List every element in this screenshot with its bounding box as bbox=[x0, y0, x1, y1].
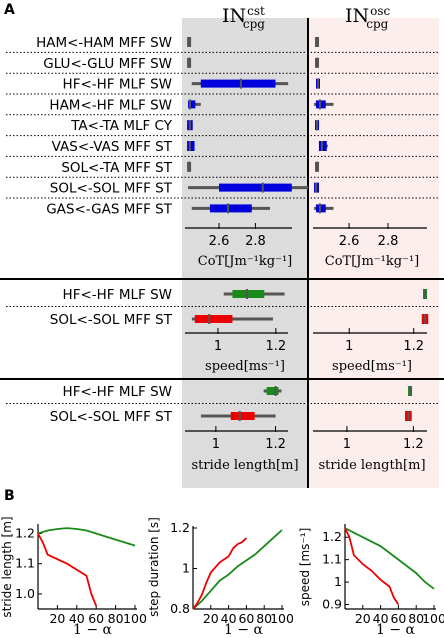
row-label: SOL<-TA MFF ST bbox=[61, 160, 172, 176]
col2-title-sub: cpg bbox=[366, 17, 388, 31]
left-x-tick-label: 1 bbox=[212, 437, 220, 452]
x-tick-label: 60 bbox=[390, 611, 406, 626]
y-tick-label: 1.1 bbox=[15, 556, 35, 571]
row-label: TA<-TA MLF CY bbox=[70, 118, 173, 134]
left-x-axis-label: CoT[Jm⁻¹kg⁻¹] bbox=[198, 254, 292, 269]
left-x-tick-label: 1.2 bbox=[265, 437, 286, 452]
left-box bbox=[209, 204, 252, 213]
right-column-background bbox=[308, 18, 439, 488]
right-x-axis-label: CoT[Jm⁻¹kg⁻¹] bbox=[325, 254, 419, 269]
row-label: GAS<-GAS MFF ST bbox=[46, 201, 173, 217]
x-axis-label: 1 − α bbox=[224, 622, 264, 638]
row-label: SOL<-SOL MFF ST bbox=[50, 312, 173, 328]
right-x-axis-label: stride length[m] bbox=[318, 458, 425, 473]
x-tick-label: 40 bbox=[373, 611, 389, 626]
panel-a-letter: A bbox=[4, 2, 15, 18]
x-tick-label: 60 bbox=[238, 611, 254, 626]
x-tick-label: 100 bbox=[123, 611, 147, 626]
x-tick-label: 20 bbox=[355, 611, 371, 626]
series-line-0 bbox=[192, 529, 283, 610]
series-line-0 bbox=[37, 527, 136, 547]
y-tick-label: 1.1 bbox=[322, 552, 342, 567]
boxplot-group-1: HF<-HF MLF SW SOL<-SOL MFF ST 1 1.2 speed[ms… bbox=[6, 287, 438, 374]
y-tick-label: 1.0 bbox=[15, 586, 35, 601]
left-box bbox=[219, 183, 292, 192]
right-x-tick-label: 2.8 bbox=[378, 234, 399, 249]
y-tick-label: 1.2 bbox=[15, 526, 35, 541]
x-tick-label: 60 bbox=[88, 611, 104, 626]
boxplot-group-2: HF<-HF MLF SW SOL<-SOL MFF ST 1 1.2 stride l… bbox=[6, 384, 438, 473]
x-tick-label: 20 bbox=[49, 611, 65, 626]
x-tick-label: 100 bbox=[422, 611, 444, 626]
left-x-tick-label: 1 bbox=[214, 339, 222, 354]
x-tick-label: 40 bbox=[69, 611, 85, 626]
y-tick-label: 1 bbox=[182, 561, 190, 576]
col2-title: INosc cpg bbox=[345, 4, 391, 31]
left-x-axis-label: speed[ms⁻¹] bbox=[205, 359, 285, 374]
series-line-0 bbox=[344, 527, 435, 590]
right-x-tick-label: 1 bbox=[345, 339, 353, 354]
right-x-tick-label: 1.2 bbox=[403, 437, 424, 452]
x-axis-label: 1 − α bbox=[376, 622, 416, 638]
row-label: HF<-HF MLF SW bbox=[63, 77, 172, 93]
y-tick-label: 0.8 bbox=[170, 601, 190, 616]
x-tick-label: 80 bbox=[408, 611, 424, 626]
y-tick-label: 0.9 bbox=[322, 597, 342, 612]
y-tick-label: 1.2 bbox=[170, 520, 190, 535]
left-x-tick-label: 2.8 bbox=[245, 234, 266, 249]
col1-title-main: IN bbox=[222, 5, 246, 27]
series-line-1 bbox=[37, 533, 98, 607]
row-label: HAM<-HF MLF SW bbox=[49, 97, 172, 113]
x-axis-label: 1 − α bbox=[73, 622, 113, 638]
row-label: GLU<-GLU MFF SW bbox=[43, 56, 172, 72]
col2-title-main: IN bbox=[345, 5, 369, 27]
right-x-axis-label: speed[ms⁻¹] bbox=[332, 359, 412, 374]
left-box bbox=[200, 79, 276, 88]
row-label: VAS<-VAS MFF ST bbox=[52, 139, 173, 155]
x-tick-label: 40 bbox=[221, 611, 237, 626]
series-line-1 bbox=[192, 537, 248, 610]
y-tick-label: 1 bbox=[334, 574, 342, 589]
x-tick-label: 100 bbox=[270, 611, 294, 626]
panel-b-letter: B bbox=[4, 488, 15, 504]
left-box bbox=[232, 290, 265, 298]
y-tick-label: 1.2 bbox=[322, 529, 342, 544]
y-axis-label: speed [ms⁻¹] bbox=[298, 528, 312, 607]
left-box bbox=[188, 100, 196, 109]
left-x-axis-label: stride length[m] bbox=[191, 458, 298, 473]
right-x-tick-label: 2.6 bbox=[339, 234, 360, 249]
left-box bbox=[230, 412, 255, 420]
row-label: HAM<-HAM MFF SW bbox=[36, 35, 172, 51]
row-label: SOL<-SOL MFF ST bbox=[50, 409, 173, 425]
col2-title-sup: osc bbox=[370, 4, 390, 18]
x-tick-label: 80 bbox=[108, 611, 124, 626]
left-box bbox=[266, 387, 279, 395]
left-box bbox=[194, 315, 233, 323]
line-plot-1: 20 40 60 80 100 1.0 1.1 1.2 1 − α stride length [… bbox=[0, 516, 147, 638]
boxplot-group-0: HAM<-HAM MFF SW GLU<-GLU MFF SW HF<-HF MLF… bbox=[6, 35, 438, 269]
row-label: HF<-HF MLF SW bbox=[63, 287, 172, 303]
left-x-tick-label: 1.2 bbox=[266, 339, 287, 354]
right-x-tick-label: 1 bbox=[343, 437, 351, 452]
left-column-background bbox=[182, 18, 308, 488]
right-x-tick-label: 1.2 bbox=[403, 339, 424, 354]
x-tick-label: 20 bbox=[203, 611, 219, 626]
row-label: SOL<-SOL MFF ST bbox=[50, 181, 173, 197]
col1-title: INcst cpg bbox=[222, 4, 265, 31]
series-line-1 bbox=[344, 527, 400, 606]
left-x-tick-label: 2.6 bbox=[209, 234, 230, 249]
col1-title-sub: cpg bbox=[243, 17, 265, 31]
row-label: HF<-HF MLF SW bbox=[63, 384, 172, 400]
col1-title-sup: cst bbox=[247, 4, 265, 18]
x-tick-label: 80 bbox=[256, 611, 272, 626]
y-axis-label: stride length [m] bbox=[0, 516, 14, 617]
boxplot-layer: HAM<-HAM MFF SW GLU<-GLU MFF SW HF<-HF MLF… bbox=[6, 35, 438, 473]
y-axis-label: step duration [s] bbox=[147, 517, 161, 617]
